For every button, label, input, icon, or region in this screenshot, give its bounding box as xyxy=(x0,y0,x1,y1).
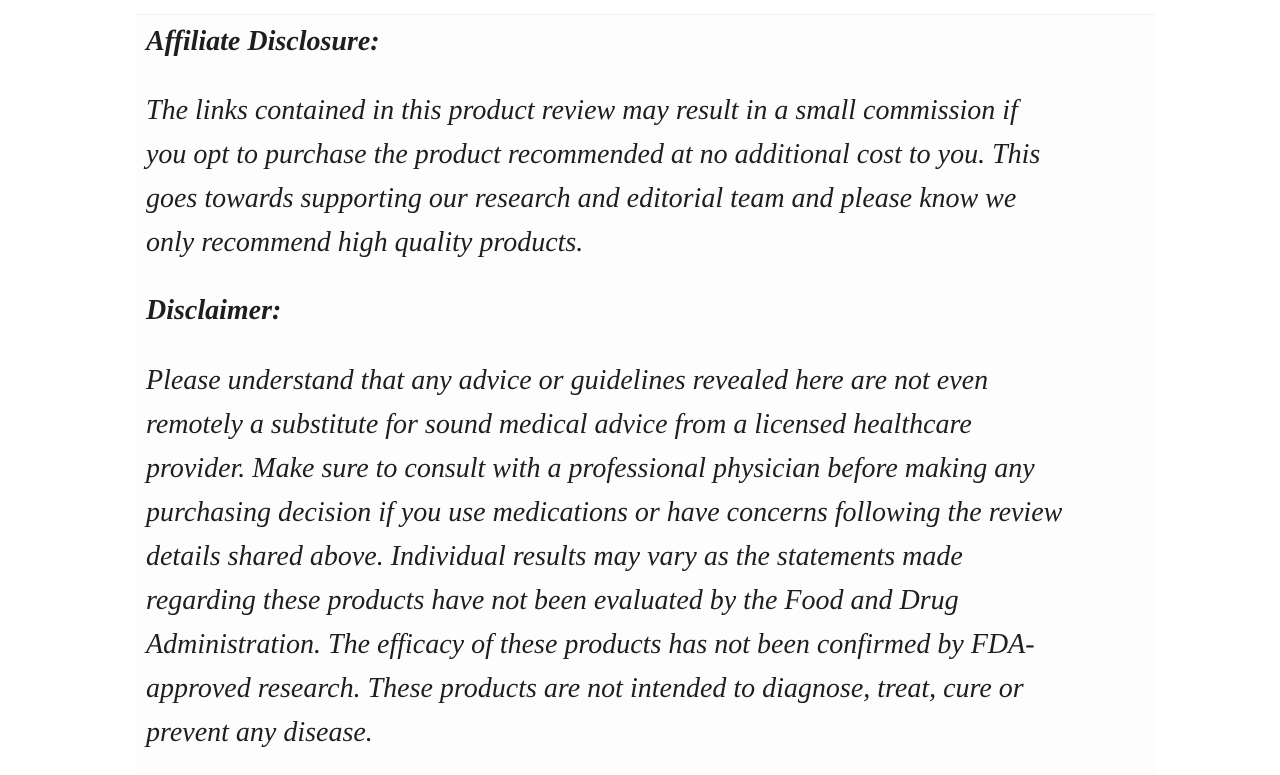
text-line: remotely a substitute for sound medical … xyxy=(146,409,972,440)
text-line: Administration. The efficacy of these pr… xyxy=(146,629,1035,660)
text-line: only recommend high quality products. xyxy=(146,227,584,258)
text-line: you opt to purchase the product recommen… xyxy=(146,139,1041,170)
text-line: prevent any disease. xyxy=(146,717,373,748)
text-line: approved research. These products are no… xyxy=(146,673,1024,704)
text-line: provider. Make sure to consult with a pr… xyxy=(146,453,1035,484)
text-line: goes towards supporting our research and… xyxy=(146,183,1017,214)
disclaimer-heading: Disclaimer: xyxy=(146,295,282,326)
disclaimer-text: Please understand that any advice or gui… xyxy=(146,359,1062,755)
text-line: The links contained in this product revi… xyxy=(146,95,1018,126)
affiliate-disclosure-heading: Affiliate Disclosure: xyxy=(146,26,380,57)
text-line: regarding these products have not been e… xyxy=(146,585,959,616)
affiliate-disclosure-text: The links contained in this product revi… xyxy=(146,89,1040,265)
text-line: details shared above. Individual results… xyxy=(146,541,963,572)
text-line: Please understand that any advice or gui… xyxy=(146,365,989,396)
disclosure-panel xyxy=(135,14,1155,775)
text-line: purchasing decision if you use medicatio… xyxy=(146,497,1063,528)
